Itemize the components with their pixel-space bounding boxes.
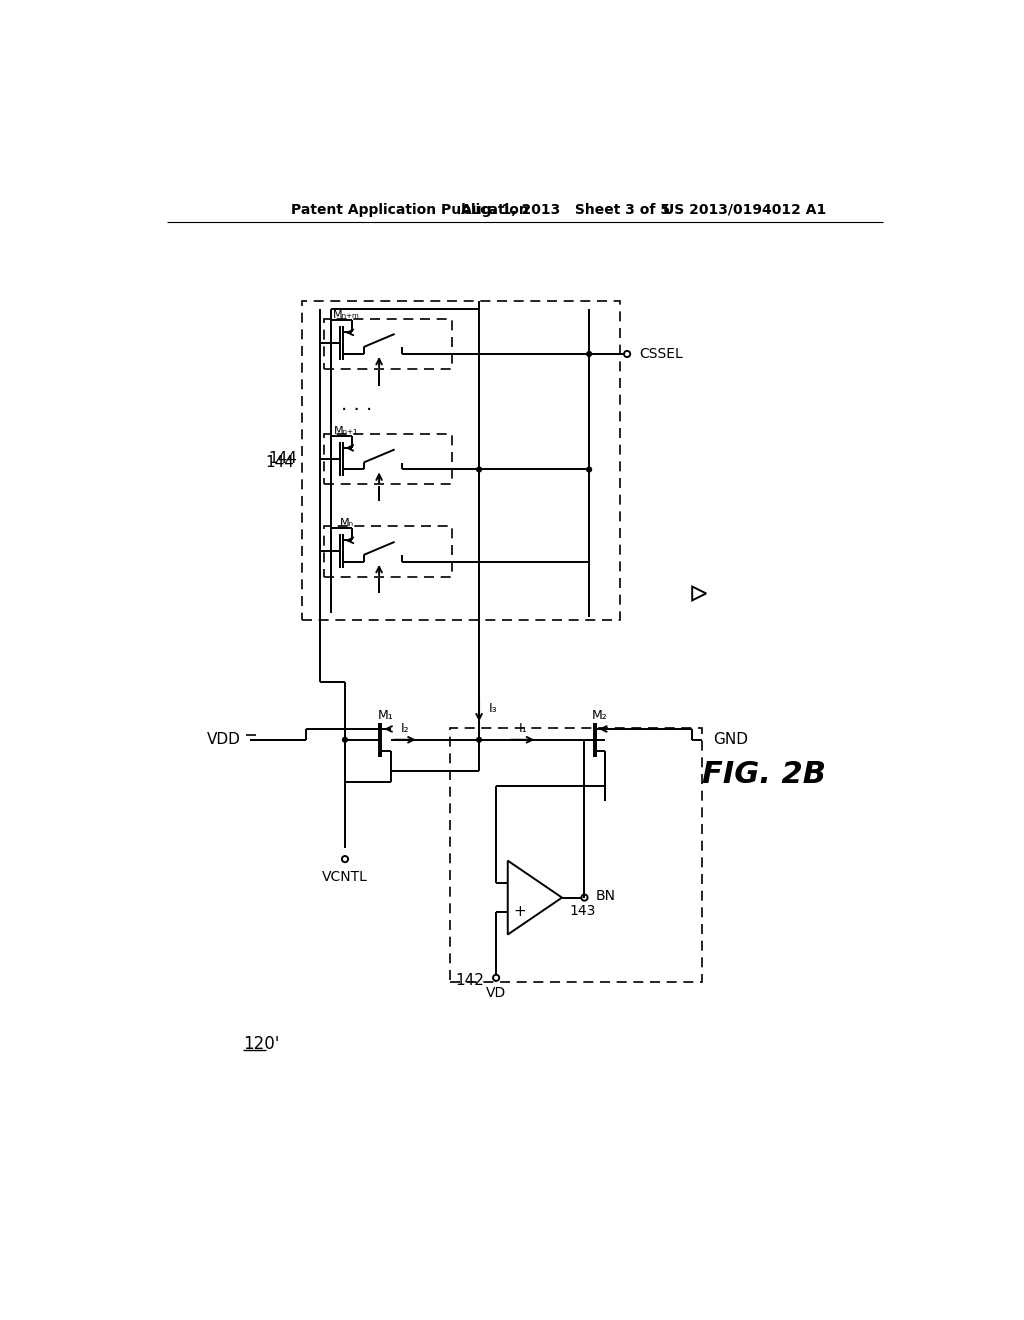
Text: FIG. 2B: FIG. 2B xyxy=(701,760,825,789)
Bar xyxy=(324,527,452,577)
Circle shape xyxy=(586,351,592,358)
Text: Aug. 1, 2013   Sheet 3 of 5: Aug. 1, 2013 Sheet 3 of 5 xyxy=(461,203,671,216)
Text: VD: VD xyxy=(486,986,506,1001)
Text: Mₙ₊ₘ: Mₙ₊ₘ xyxy=(333,310,360,321)
Text: 142: 142 xyxy=(455,973,484,989)
Text: 143: 143 xyxy=(569,904,596,919)
Text: GND: GND xyxy=(713,733,749,747)
Circle shape xyxy=(586,466,592,473)
Circle shape xyxy=(342,737,348,743)
Circle shape xyxy=(476,466,482,473)
Text: . . .: . . . xyxy=(341,395,373,414)
Text: Mₙ₊₁: Mₙ₊₁ xyxy=(334,426,358,436)
Bar xyxy=(450,729,701,982)
Bar xyxy=(324,434,452,484)
Text: I₁: I₁ xyxy=(519,722,527,735)
Text: M₂: M₂ xyxy=(592,709,608,722)
Text: VDD: VDD xyxy=(207,733,241,747)
Text: +: + xyxy=(514,904,526,919)
Text: M₁: M₁ xyxy=(378,709,393,722)
Text: Patent Application Publication: Patent Application Publication xyxy=(291,203,528,216)
Text: I₃: I₃ xyxy=(489,702,498,715)
Bar xyxy=(302,301,621,620)
Circle shape xyxy=(476,737,482,743)
Text: Mₙ: Mₙ xyxy=(340,519,353,528)
Text: 144: 144 xyxy=(268,451,297,466)
Text: BN: BN xyxy=(595,890,615,903)
Text: 120': 120' xyxy=(243,1035,280,1053)
Text: US 2013/0194012 A1: US 2013/0194012 A1 xyxy=(663,203,826,216)
Text: VCNTL: VCNTL xyxy=(323,870,368,884)
Text: CSSEL: CSSEL xyxy=(640,347,683,360)
Text: 144: 144 xyxy=(266,455,295,470)
Bar xyxy=(324,318,452,368)
Text: I₂: I₂ xyxy=(401,722,410,735)
